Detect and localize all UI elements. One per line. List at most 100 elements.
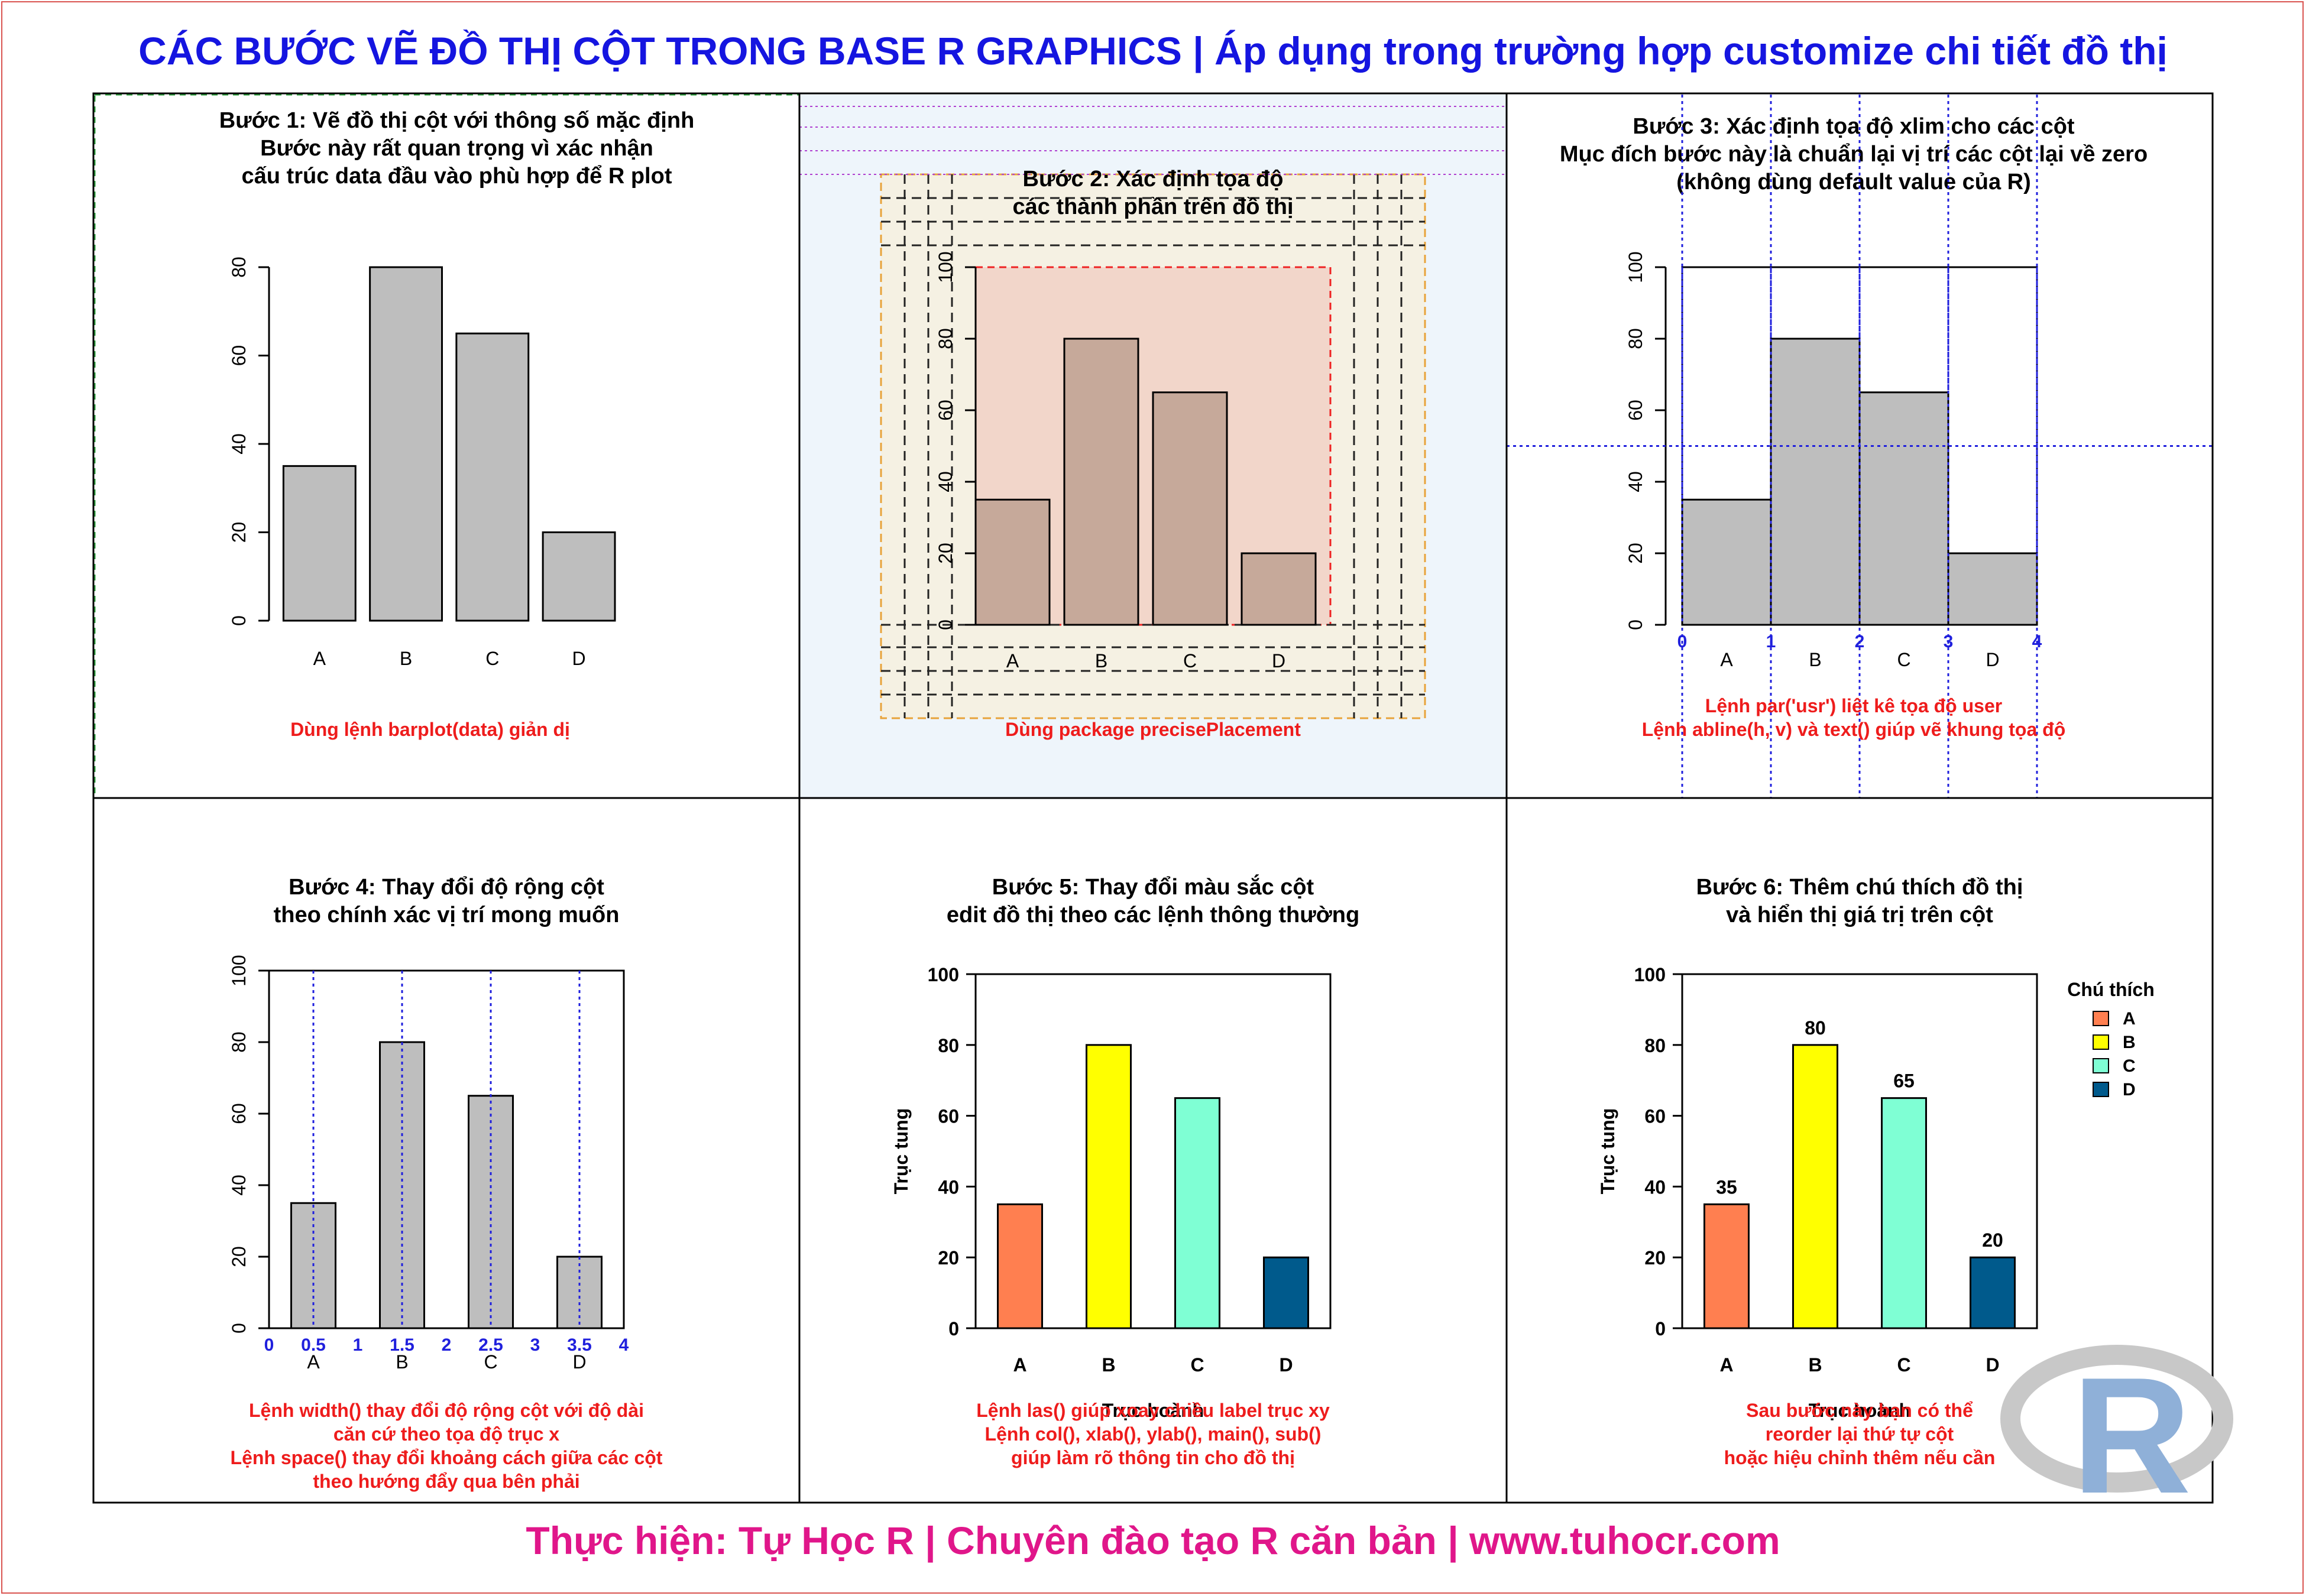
y-tick-label: 60	[228, 345, 250, 366]
x-category-label: D	[572, 648, 586, 669]
y-tick-label: 60	[935, 400, 956, 421]
y-tick-label: 40	[228, 433, 250, 455]
legend-label: D	[2123, 1080, 2136, 1099]
y-tick-label: 80	[228, 1031, 250, 1053]
legend-title: Chú thích	[2067, 979, 2155, 1000]
y-tick-label: 20	[1644, 1247, 1666, 1269]
chart-title-line: Mục đích bước này là chuẩn lại vị trí cá…	[1560, 142, 2148, 167]
panel-note: Dùng lệnh barplot(data) giản dị	[290, 719, 570, 740]
legend-label: A	[2123, 1009, 2136, 1029]
bar-C	[1881, 1097, 1927, 1329]
panel-grid-lines	[92, 92, 2214, 1504]
legend-swatch	[2093, 1011, 2109, 1026]
panel-note: căn cứ theo tọa độ trục x	[333, 1423, 560, 1445]
panel-note: hoặc hiệu chỉnh thêm nếu cần	[1724, 1447, 1996, 1468]
x-category-label: B	[396, 1351, 408, 1373]
x-category-label: C	[1183, 650, 1197, 672]
y-tick-label: 40	[1625, 471, 1646, 492]
bar-D	[1241, 552, 1317, 626]
y-tick-label: 20	[228, 1246, 250, 1267]
chart-title-line: các thành phần trên đồ thị	[1012, 194, 1293, 219]
bar-B	[1770, 338, 1861, 626]
bar-C	[1858, 391, 1949, 626]
panel-note: Dùng package precisePlacement	[1005, 719, 1301, 740]
y-tick-label: 80	[938, 1035, 959, 1056]
bar-B	[369, 266, 443, 622]
y-tick-label: 0	[1625, 619, 1646, 630]
bar-D	[542, 531, 616, 622]
x-guide-label: 3.5	[567, 1335, 592, 1355]
r-logo-letter: R	[2072, 1344, 2191, 1528]
x-category-label: A	[307, 1351, 320, 1373]
footer-credit: Thực hiện: Tự Học R | Chuyên đào tạo R c…	[526, 1519, 1780, 1562]
panel-note: Lệnh las() giúp xoay chiều label trục xy	[976, 1400, 1330, 1421]
chart-title-line: (không dùng default value của R)	[1676, 170, 2031, 194]
legend-swatch	[2093, 1058, 2109, 1073]
y-axis-title: Trục tung	[1597, 1108, 1618, 1195]
y-tick-label: 0	[228, 615, 250, 626]
y-tick-label: 80	[935, 328, 956, 349]
bar-B	[1792, 1044, 1838, 1329]
y-tick-label: 100	[1625, 251, 1646, 283]
data-label: 35	[1716, 1176, 1737, 1198]
y-tick-label: 0	[1655, 1318, 1666, 1339]
bar-B	[1086, 1044, 1132, 1329]
panel-note: Sau bước này bạn có thể	[1746, 1400, 1973, 1421]
y-tick-label: 0	[228, 1323, 250, 1334]
chart-title-line: Bước 3: Xác định tọa độ xlim cho các cột	[1633, 114, 2074, 139]
panel-note: Lệnh col(), xlab(), ylab(), main(), sub(…	[985, 1423, 1322, 1445]
r-logo: R	[2000, 1344, 2233, 1528]
x-category-label: B	[1809, 649, 1821, 670]
x-category-label: A	[1719, 1354, 1733, 1376]
y-tick-label: 100	[935, 251, 956, 283]
y-tick-label: 40	[935, 471, 956, 492]
x-category-label: C	[485, 648, 499, 669]
y-axis-title: Trục tung	[890, 1108, 912, 1195]
panel-note: Lệnh abline(h, v) và text() giúp vẽ khun…	[1642, 719, 2065, 740]
x-category-label: B	[1095, 650, 1107, 672]
panel-note: giúp làm rõ thông tin cho đồ thị	[1011, 1447, 1295, 1468]
chart-title-line: Bước 1: Vẽ đồ thị cột với thông số mặc đ…	[219, 108, 695, 133]
chart-panel-3: Bước 3: Xác định tọa độ xlim cho các cột…	[1507, 95, 2213, 798]
y-tick-label: 60	[1644, 1106, 1666, 1127]
panel-note: theo hướng đẩy qua bên phải	[313, 1471, 579, 1492]
x-guide-label: 4	[619, 1335, 629, 1355]
x-guide-label: 2.5	[478, 1335, 503, 1355]
chart-title-line: Bước 5: Thay đổi màu sắc cột	[992, 874, 1314, 900]
x-category-label: C	[484, 1351, 497, 1373]
chart-panel-5: Bước 5: Thay đổi màu sắc cột edit đồ thị …	[890, 874, 1359, 1468]
x-category-label: B	[1102, 1354, 1115, 1376]
y-tick-label: 60	[938, 1106, 959, 1127]
bar-B	[1063, 338, 1139, 626]
y-tick-label: 100	[1634, 964, 1666, 985]
x-category-label: D	[1272, 650, 1285, 672]
y-tick-label: 60	[228, 1103, 250, 1124]
bar-C	[1152, 391, 1228, 626]
legend-swatch	[2093, 1034, 2109, 1050]
x-guide-label: 2	[442, 1335, 452, 1355]
y-tick-label: 20	[935, 543, 956, 564]
x-category-label: A	[1013, 1354, 1026, 1376]
panel-note: Lệnh space() thay đổi khoảng cách giữa c…	[231, 1447, 663, 1468]
x-axis-title: Trục hoành	[1809, 1400, 1910, 1421]
y-tick-label: 40	[228, 1175, 250, 1196]
y-tick-label: 60	[1625, 400, 1646, 421]
x-guide-label: 1	[353, 1335, 363, 1355]
bar-A	[997, 1203, 1043, 1329]
x-category-label: D	[1986, 1354, 1999, 1376]
legend-swatch	[2093, 1082, 2109, 1097]
chart-title-line: Bước này rất quan trọng vì xác nhận	[260, 136, 653, 161]
chart-panel-4: Bước 4: Thay đổi độ rộng cột theo chính x…	[228, 875, 663, 1492]
panel-note: reorder lại thứ tự cột	[1766, 1423, 1954, 1445]
x-category-label: A	[313, 648, 326, 669]
x-axis-title: Trục hoành	[1102, 1400, 1204, 1421]
bar-D	[1970, 1256, 2016, 1329]
chart-title-line: cấu trúc data đầu vào phù hợp để R plot	[242, 164, 672, 189]
data-label: 65	[1893, 1071, 1915, 1092]
panel-1-border	[93, 93, 801, 799]
y-tick-label: 100	[928, 964, 959, 985]
bar-C	[1174, 1097, 1220, 1329]
y-tick-label: 0	[948, 1318, 959, 1339]
